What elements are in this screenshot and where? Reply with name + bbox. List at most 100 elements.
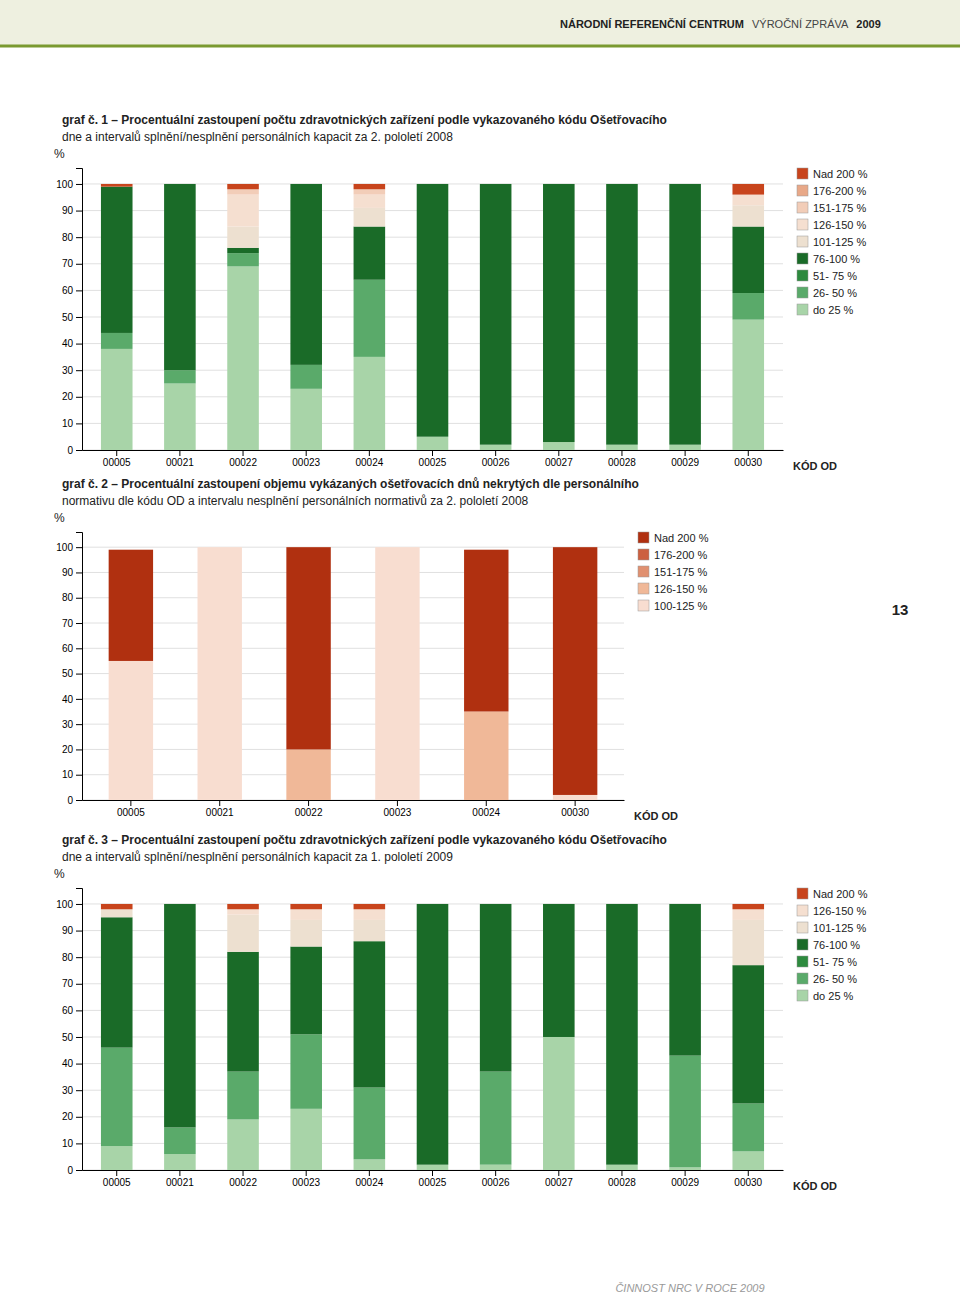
bar-segment [227, 904, 259, 909]
x-tick-mark [130, 800, 131, 806]
y-tick-label: 40 [62, 694, 74, 705]
bars [101, 904, 764, 1170]
x-tick-mark [369, 450, 370, 456]
bar-series [227, 909, 764, 920]
bar-segment [101, 1048, 133, 1146]
y-tick: 50 [62, 1032, 82, 1043]
legend-item: 76-100 % [797, 939, 860, 951]
y-tick: 40 [62, 694, 82, 705]
bar-segment [417, 183, 449, 184]
x-tick: 00022 [229, 1170, 257, 1188]
y-tick-label: 50 [62, 1032, 74, 1043]
bar-segment [543, 183, 575, 184]
bar-segment [669, 904, 701, 1056]
x-tick-mark [486, 800, 487, 806]
bar-segment [354, 189, 386, 194]
y-tick: 30 [62, 719, 82, 730]
x-tick-label: 00030 [734, 457, 762, 468]
bar-segment [198, 547, 242, 548]
x-tick: 00021 [166, 450, 194, 468]
y-tick-label: 40 [62, 338, 74, 349]
legend-label: 176-200 % [654, 549, 707, 561]
x-tick: 00024 [355, 1170, 383, 1188]
bar-segment [732, 184, 764, 195]
bar-segment [606, 183, 638, 184]
bar-segment [606, 903, 638, 904]
bar-segment [101, 1146, 133, 1170]
x-tick-mark [369, 1170, 370, 1176]
y-tick-mark [76, 957, 82, 958]
legend-item: 26- 50 % [797, 973, 857, 985]
legend-swatch [797, 287, 808, 298]
x-tick-label: 00030 [561, 807, 589, 818]
y-tick: 90 [62, 205, 82, 216]
bar-segment [354, 195, 386, 208]
bar-segment [543, 903, 575, 904]
legend: Nad 200 %126-150 %101-125 %76-100 %51- 7… [797, 888, 868, 1002]
legend-swatch [797, 202, 808, 213]
x-tick: 00030 [561, 800, 589, 818]
y-tick: 30 [62, 1085, 82, 1096]
bar-segment [606, 183, 638, 184]
x-tick-mark [243, 450, 244, 456]
x-tick: 00030 [734, 1170, 762, 1188]
y-tick: 0 [67, 1165, 82, 1176]
x-tick-label: 00022 [229, 1177, 257, 1188]
bar-segment [164, 183, 196, 184]
y-tick-mark [76, 450, 82, 451]
y-tick: 70 [62, 618, 82, 629]
bar-segment [354, 184, 386, 189]
bar-segment [417, 183, 449, 184]
bar-segment [227, 253, 259, 266]
grid [82, 904, 783, 1170]
bar-segment [669, 184, 701, 445]
y-tick: 60 [62, 285, 82, 296]
y-tick-label: 0 [67, 445, 73, 456]
bars [101, 184, 764, 450]
legend-item: do 25 % [797, 990, 854, 1002]
bar-segment [417, 183, 449, 184]
bar-segment [164, 184, 196, 370]
bar-segment [290, 183, 322, 184]
bar-segment [354, 941, 386, 1087]
bar-segment [606, 183, 638, 184]
bar-segment [227, 184, 259, 189]
y-tick: 30 [62, 365, 82, 376]
x-tick-mark [495, 1170, 496, 1176]
bar-series [101, 184, 764, 195]
y-tick-mark [76, 623, 82, 624]
x-tick: 00028 [608, 450, 636, 468]
bar-segment [606, 903, 638, 904]
chart: 0102030405060708090100000050002100022000… [54, 867, 868, 1192]
legend-swatch [638, 583, 649, 594]
bar-segment [732, 205, 764, 226]
bar-segment [227, 227, 259, 248]
bar-segment [101, 349, 133, 450]
y-tick: 10 [62, 1138, 82, 1149]
bar-segment [101, 187, 133, 333]
x-tick: 00029 [671, 1170, 699, 1188]
x-tick: 00027 [545, 1170, 573, 1188]
y-tick-label: 0 [67, 1165, 73, 1176]
x-tick-label: 00028 [608, 457, 636, 468]
x-tick-label: 00030 [734, 1177, 762, 1188]
bar-series [109, 547, 598, 795]
bar-segment [164, 1154, 196, 1170]
y-tick: 100 [56, 899, 82, 910]
legend-item: 76-100 % [797, 253, 860, 265]
y-tick: 50 [62, 312, 82, 323]
bar-segment [164, 1127, 196, 1154]
bar-segment [354, 208, 386, 227]
bar-segment [543, 904, 575, 1037]
bar-segment [417, 1165, 449, 1170]
x-tick-mark [243, 1170, 244, 1176]
legend-label: 101-125 % [813, 922, 866, 934]
x-tick: 00023 [292, 450, 320, 468]
x-tick-mark [116, 450, 117, 456]
legend-item: 126-150 % [797, 905, 866, 917]
x-tick-label: 00025 [419, 457, 447, 468]
axis-line [76, 169, 83, 451]
y-tick: 70 [62, 258, 82, 269]
bar-segment [464, 550, 508, 712]
y-tick-mark [76, 775, 82, 776]
